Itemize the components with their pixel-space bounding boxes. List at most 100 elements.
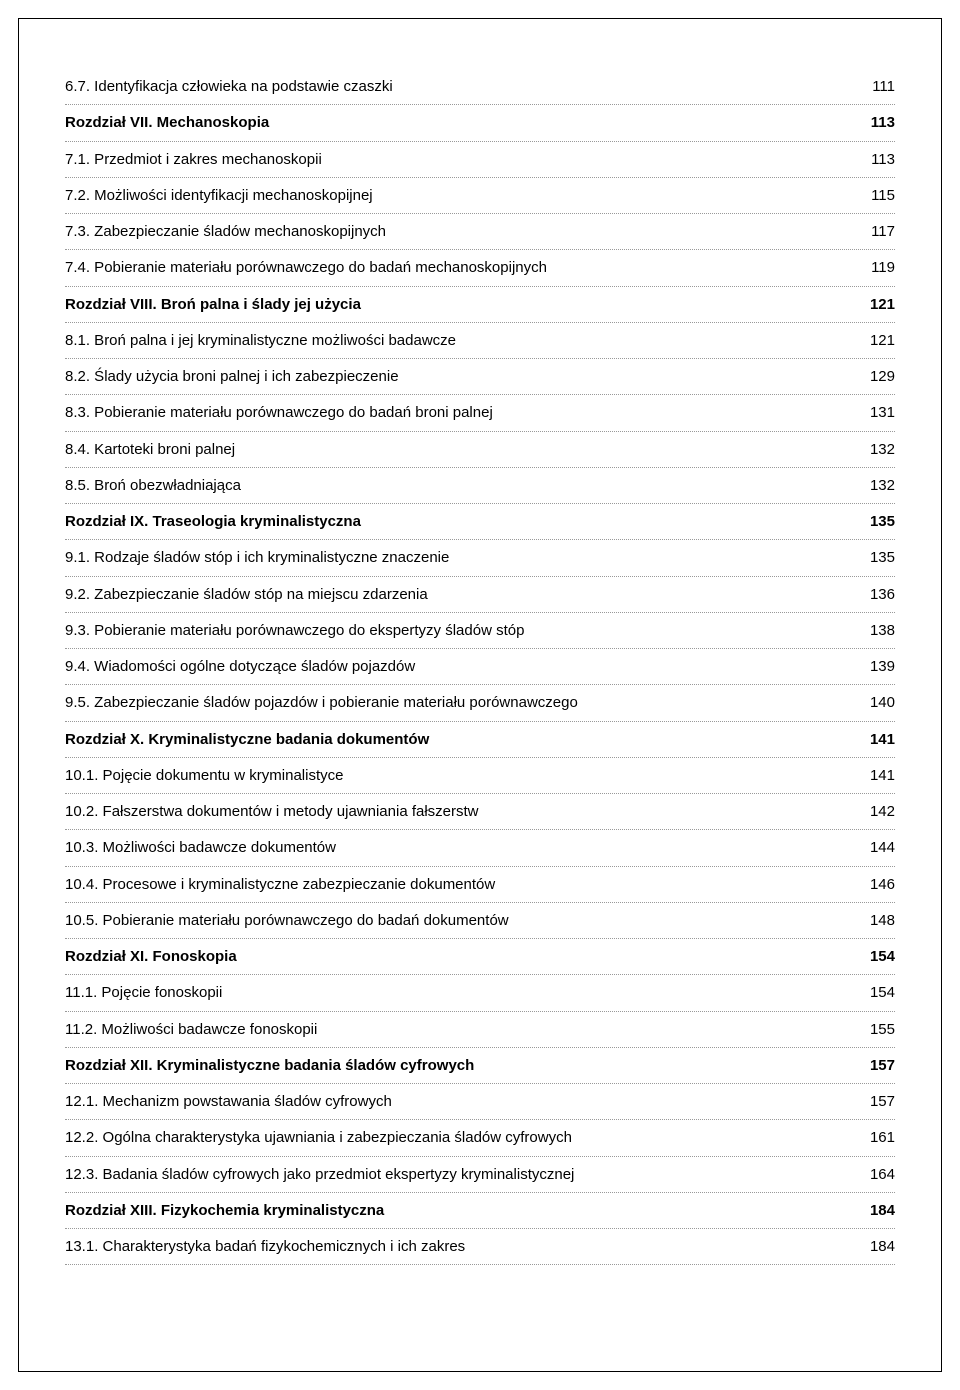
toc-page-number: 121: [855, 331, 895, 351]
toc-page-number: 141: [855, 730, 895, 750]
toc-page-number: 157: [855, 1056, 895, 1076]
toc-row: 12.3. Badania śladów cyfrowych jako prze…: [65, 1157, 895, 1193]
toc-page-number: 115: [855, 186, 895, 206]
toc-page-number: 111: [855, 77, 895, 97]
toc-label: Rozdział VIII. Broń palna i ślady jej uż…: [65, 295, 855, 315]
toc-row: 9.2. Zabezpieczanie śladów stóp na miejs…: [65, 577, 895, 613]
toc-label: Rozdział XIII. Fizykochemia kryminalisty…: [65, 1201, 855, 1221]
toc-row: Rozdział XI. Fonoskopia154: [65, 939, 895, 975]
toc-row: 10.2. Fałszerstwa dokumentów i metody uj…: [65, 794, 895, 830]
toc-label: 9.2. Zabezpieczanie śladów stóp na miejs…: [65, 585, 855, 605]
toc-page-number: 139: [855, 657, 895, 677]
toc-row: 9.5. Zabezpieczanie śladów pojazdów i po…: [65, 685, 895, 721]
toc-row: 8.3. Pobieranie materiału porównawczego …: [65, 395, 895, 431]
toc-label: 7.2. Możliwości identyfikacji mechanosko…: [65, 186, 855, 206]
toc-label: 11.1. Pojęcie fonoskopii: [65, 983, 855, 1003]
toc-label: Rozdział IX. Traseologia kryminalistyczn…: [65, 512, 855, 532]
toc-label: 8.4. Kartoteki broni palnej: [65, 440, 855, 460]
toc-page-number: 161: [855, 1128, 895, 1148]
toc-page-number: 131: [855, 403, 895, 423]
toc-page-number: 113: [855, 113, 895, 133]
toc-row: 8.4. Kartoteki broni palnej132: [65, 432, 895, 468]
toc-page-number: 119: [855, 258, 895, 278]
toc-label: 11.2. Możliwości badawcze fonoskopii: [65, 1020, 855, 1040]
toc-label: 8.1. Broń palna i jej kryminalistyczne m…: [65, 331, 855, 351]
toc-label: 8.5. Broń obezwładniająca: [65, 476, 855, 496]
toc-row: 12.1. Mechanizm powstawania śladów cyfro…: [65, 1084, 895, 1120]
toc-page-number: 138: [855, 621, 895, 641]
toc-row: 7.2. Możliwości identyfikacji mechanosko…: [65, 178, 895, 214]
toc-label: 8.3. Pobieranie materiału porównawczego …: [65, 403, 855, 423]
toc-row: 12.2. Ogólna charakterystyka ujawniania …: [65, 1120, 895, 1156]
toc-row: 7.4. Pobieranie materiału porównawczego …: [65, 250, 895, 286]
toc-page-number: 155: [855, 1020, 895, 1040]
toc-label: 10.5. Pobieranie materiału porównawczego…: [65, 911, 855, 931]
toc-row: Rozdział IX. Traseologia kryminalistyczn…: [65, 504, 895, 540]
toc-page-number: 135: [855, 548, 895, 568]
toc-label: 10.4. Procesowe i kryminalistyczne zabez…: [65, 875, 855, 895]
toc-row: 13.1. Charakterystyka badań fizykochemic…: [65, 1229, 895, 1265]
toc-row: 11.1. Pojęcie fonoskopii154: [65, 975, 895, 1011]
toc-label: 7.4. Pobieranie materiału porównawczego …: [65, 258, 855, 278]
table-of-contents: 6.7. Identyfikacja człowieka na podstawi…: [65, 69, 895, 1265]
toc-label: 8.2. Ślady użycia broni palnej i ich zab…: [65, 367, 855, 387]
toc-label: 9.3. Pobieranie materiału porównawczego …: [65, 621, 855, 641]
toc-page-number: 140: [855, 693, 895, 713]
toc-row: 9.3. Pobieranie materiału porównawczego …: [65, 613, 895, 649]
toc-label: Rozdział VII. Mechanoskopia: [65, 113, 855, 133]
toc-row: 10.3. Możliwości badawcze dokumentów144: [65, 830, 895, 866]
document-page: 6.7. Identyfikacja człowieka na podstawi…: [18, 18, 942, 1372]
toc-page-number: 136: [855, 585, 895, 605]
toc-label: Rozdział XI. Fonoskopia: [65, 947, 855, 967]
toc-page-number: 184: [855, 1237, 895, 1257]
toc-label: 9.1. Rodzaje śladów stóp i ich kryminali…: [65, 548, 855, 568]
toc-row: 11.2. Możliwości badawcze fonoskopii155: [65, 1012, 895, 1048]
toc-row: Rozdział VII. Mechanoskopia113: [65, 105, 895, 141]
toc-label: 12.3. Badania śladów cyfrowych jako prze…: [65, 1165, 855, 1185]
toc-row: Rozdział X. Kryminalistyczne badania dok…: [65, 722, 895, 758]
toc-page-number: 142: [855, 802, 895, 822]
toc-page-number: 141: [855, 766, 895, 786]
toc-label: 13.1. Charakterystyka badań fizykochemic…: [65, 1237, 855, 1257]
toc-row: 10.1. Pojęcie dokumentu w kryminalistyce…: [65, 758, 895, 794]
toc-page-number: 144: [855, 838, 895, 858]
toc-row: 8.5. Broń obezwładniająca132: [65, 468, 895, 504]
toc-row: 8.1. Broń palna i jej kryminalistyczne m…: [65, 323, 895, 359]
toc-page-number: 132: [855, 476, 895, 496]
toc-page-number: 121: [855, 295, 895, 315]
toc-label: 6.7. Identyfikacja człowieka na podstawi…: [65, 77, 855, 97]
toc-page-number: 154: [855, 983, 895, 1003]
toc-row: 9.4. Wiadomości ogólne dotyczące śladów …: [65, 649, 895, 685]
toc-row: Rozdział XIII. Fizykochemia kryminalisty…: [65, 1193, 895, 1229]
toc-page-number: 164: [855, 1165, 895, 1185]
toc-label: 9.4. Wiadomości ogólne dotyczące śladów …: [65, 657, 855, 677]
toc-row: Rozdział VIII. Broń palna i ślady jej uż…: [65, 287, 895, 323]
toc-page-number: 148: [855, 911, 895, 931]
toc-label: 9.5. Zabezpieczanie śladów pojazdów i po…: [65, 693, 855, 713]
toc-page-number: 146: [855, 875, 895, 895]
toc-page-number: 135: [855, 512, 895, 532]
toc-row: Rozdział XII. Kryminalistyczne badania ś…: [65, 1048, 895, 1084]
toc-label: 10.2. Fałszerstwa dokumentów i metody uj…: [65, 802, 855, 822]
toc-row: 8.2. Ślady użycia broni palnej i ich zab…: [65, 359, 895, 395]
toc-row: 6.7. Identyfikacja człowieka na podstawi…: [65, 69, 895, 105]
toc-label: 7.1. Przedmiot i zakres mechanoskopii: [65, 150, 855, 170]
toc-label: 12.1. Mechanizm powstawania śladów cyfro…: [65, 1092, 855, 1112]
toc-label: Rozdział XII. Kryminalistyczne badania ś…: [65, 1056, 855, 1076]
toc-label: 7.3. Zabezpieczanie śladów mechanoskopij…: [65, 222, 855, 242]
toc-label: 10.1. Pojęcie dokumentu w kryminalistyce: [65, 766, 855, 786]
toc-row: 7.3. Zabezpieczanie śladów mechanoskopij…: [65, 214, 895, 250]
toc-page-number: 154: [855, 947, 895, 967]
toc-row: 10.4. Procesowe i kryminalistyczne zabez…: [65, 867, 895, 903]
toc-row: 10.5. Pobieranie materiału porównawczego…: [65, 903, 895, 939]
toc-page-number: 113: [855, 150, 895, 170]
toc-page-number: 157: [855, 1092, 895, 1112]
toc-label: 10.3. Możliwości badawcze dokumentów: [65, 838, 855, 858]
toc-row: 7.1. Przedmiot i zakres mechanoskopii113: [65, 142, 895, 178]
toc-row: 9.1. Rodzaje śladów stóp i ich kryminali…: [65, 540, 895, 576]
toc-label: Rozdział X. Kryminalistyczne badania dok…: [65, 730, 855, 750]
toc-page-number: 117: [855, 222, 895, 242]
toc-page-number: 184: [855, 1201, 895, 1221]
toc-page-number: 129: [855, 367, 895, 387]
toc-page-number: 132: [855, 440, 895, 460]
